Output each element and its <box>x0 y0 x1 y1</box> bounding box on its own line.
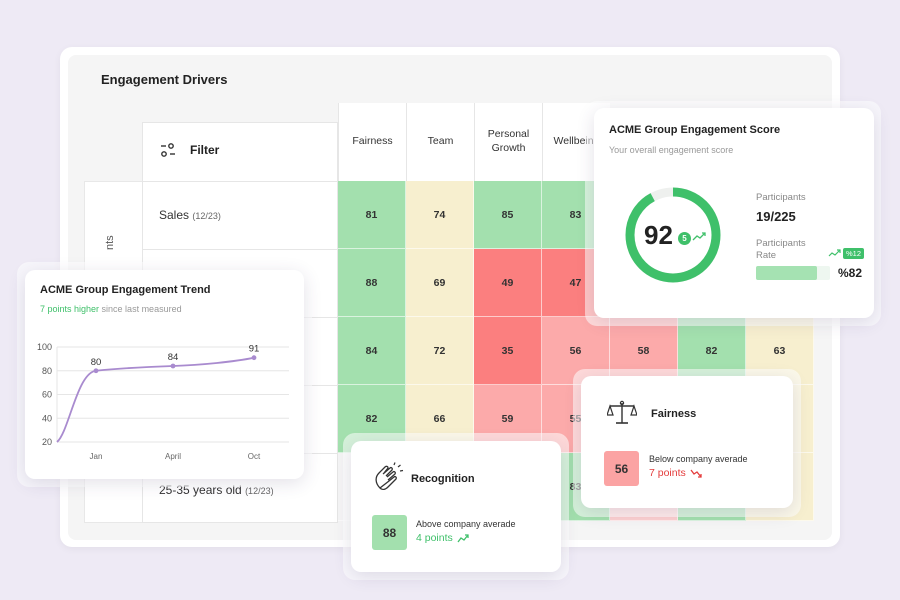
trend-point-label: 84 <box>168 352 179 363</box>
heatmap-cell[interactable]: 88 <box>338 249 406 317</box>
trend-point[interactable] <box>93 368 99 374</box>
trend-up-icon <box>457 533 469 542</box>
heatmap-cell[interactable]: 35 <box>474 317 542 385</box>
trend-card-subtitle: 7 points higher since last measured <box>40 304 182 314</box>
filter-label: Filter <box>190 143 220 157</box>
participants-label: Participants <box>756 192 806 203</box>
trend-up-icon <box>692 232 706 241</box>
recognition-title: Recognition <box>411 473 475 485</box>
row-label-count: (12/23) <box>245 486 274 496</box>
trend-point[interactable] <box>251 355 257 361</box>
fairness-score: 56 <box>604 451 639 486</box>
recognition-score: 88 <box>372 515 407 550</box>
page-title: Engagement Drivers <box>101 72 228 87</box>
score-value: 92 <box>644 220 673 250</box>
participants-rate-label-line: Rate <box>756 250 777 262</box>
recognition-delta: 4 points <box>416 532 469 544</box>
fairness-description: Below company averade <box>649 454 748 464</box>
clapping-hands-icon <box>375 462 404 491</box>
participants-rate-label-line: Participants <box>756 238 806 249</box>
fairness-title: Fairness <box>651 408 697 420</box>
rate-value: %82 <box>838 266 863 280</box>
trend-point-label: 91 <box>249 344 260 355</box>
trend-point-label: 80 <box>91 357 102 368</box>
trend-card <box>25 270 304 479</box>
y-tick-label: 80 <box>42 366 52 376</box>
score-ring-progress <box>625 187 721 283</box>
trend-highlight: 7 points higher <box>40 304 100 314</box>
score-badge: 5 <box>678 232 691 245</box>
heatmap-cell[interactable]: 69 <box>406 249 474 317</box>
row-divider <box>143 181 338 182</box>
fairness-delta-text: 7 points <box>649 467 686 479</box>
score-ring <box>625 187 721 283</box>
side-strip-label: nts <box>104 235 116 250</box>
recognition-delta-text: 4 points <box>416 532 453 544</box>
recognition-description: Above company averade <box>416 519 516 529</box>
y-tick-label: 40 <box>42 413 52 423</box>
row-label-name: Sales <box>159 208 190 222</box>
filter-icon <box>161 143 175 157</box>
x-tick-label: Jan <box>90 452 103 461</box>
heatmap-cell[interactable]: 74 <box>406 181 474 249</box>
heatmap-cell[interactable]: 84 <box>338 317 406 385</box>
recognition-card <box>351 441 561 572</box>
x-tick-label: April <box>165 452 181 461</box>
heatmap-cell[interactable]: 49 <box>474 249 542 317</box>
column-header[interactable]: Fairness <box>338 103 406 181</box>
rate-badge: %12 <box>843 248 865 259</box>
column-header[interactable]: Team <box>406 103 474 181</box>
filter-button[interactable]: Filter <box>160 143 219 157</box>
trend-point[interactable] <box>170 363 176 369</box>
column-header[interactable]: Personal Growth <box>474 103 542 181</box>
heatmap-cell[interactable]: 85 <box>474 181 542 249</box>
row-label-count: (12/23) <box>192 211 221 221</box>
score-card-title: ACME Group Engagement Score <box>609 124 781 136</box>
trend-line-chart: 100 80 60 40 20 80 84 91 Jan April Oct <box>37 342 289 461</box>
heatmap-cell[interactable]: 72 <box>406 317 474 385</box>
x-tick-label: Oct <box>248 452 261 461</box>
trend-down-icon <box>690 469 702 478</box>
y-tick-label: 20 <box>42 437 52 447</box>
y-tick-label: 100 <box>37 342 52 352</box>
rate-bar-fill <box>756 266 817 280</box>
participants-value: 19/225 <box>756 209 796 224</box>
fairness-delta: 7 points <box>649 467 702 479</box>
y-tick-label: 60 <box>42 390 52 400</box>
balance-scale-icon <box>607 400 637 424</box>
trend-line <box>56 356 255 443</box>
participants-rate-label: Participants Rate <box>756 238 806 263</box>
trend-subtitle-rest: since last measured <box>99 304 182 314</box>
row-divider <box>143 249 338 250</box>
trend-card-title: ACME Group Engagement Trend <box>40 284 211 296</box>
heatmap-cell[interactable]: 81 <box>338 181 406 249</box>
score-card-subtitle: Your overall engagement score <box>609 145 734 155</box>
trend-up-icon <box>828 249 841 257</box>
row-label-sales[interactable]: Sales (12/23) <box>159 208 221 222</box>
fairness-card <box>581 376 793 508</box>
